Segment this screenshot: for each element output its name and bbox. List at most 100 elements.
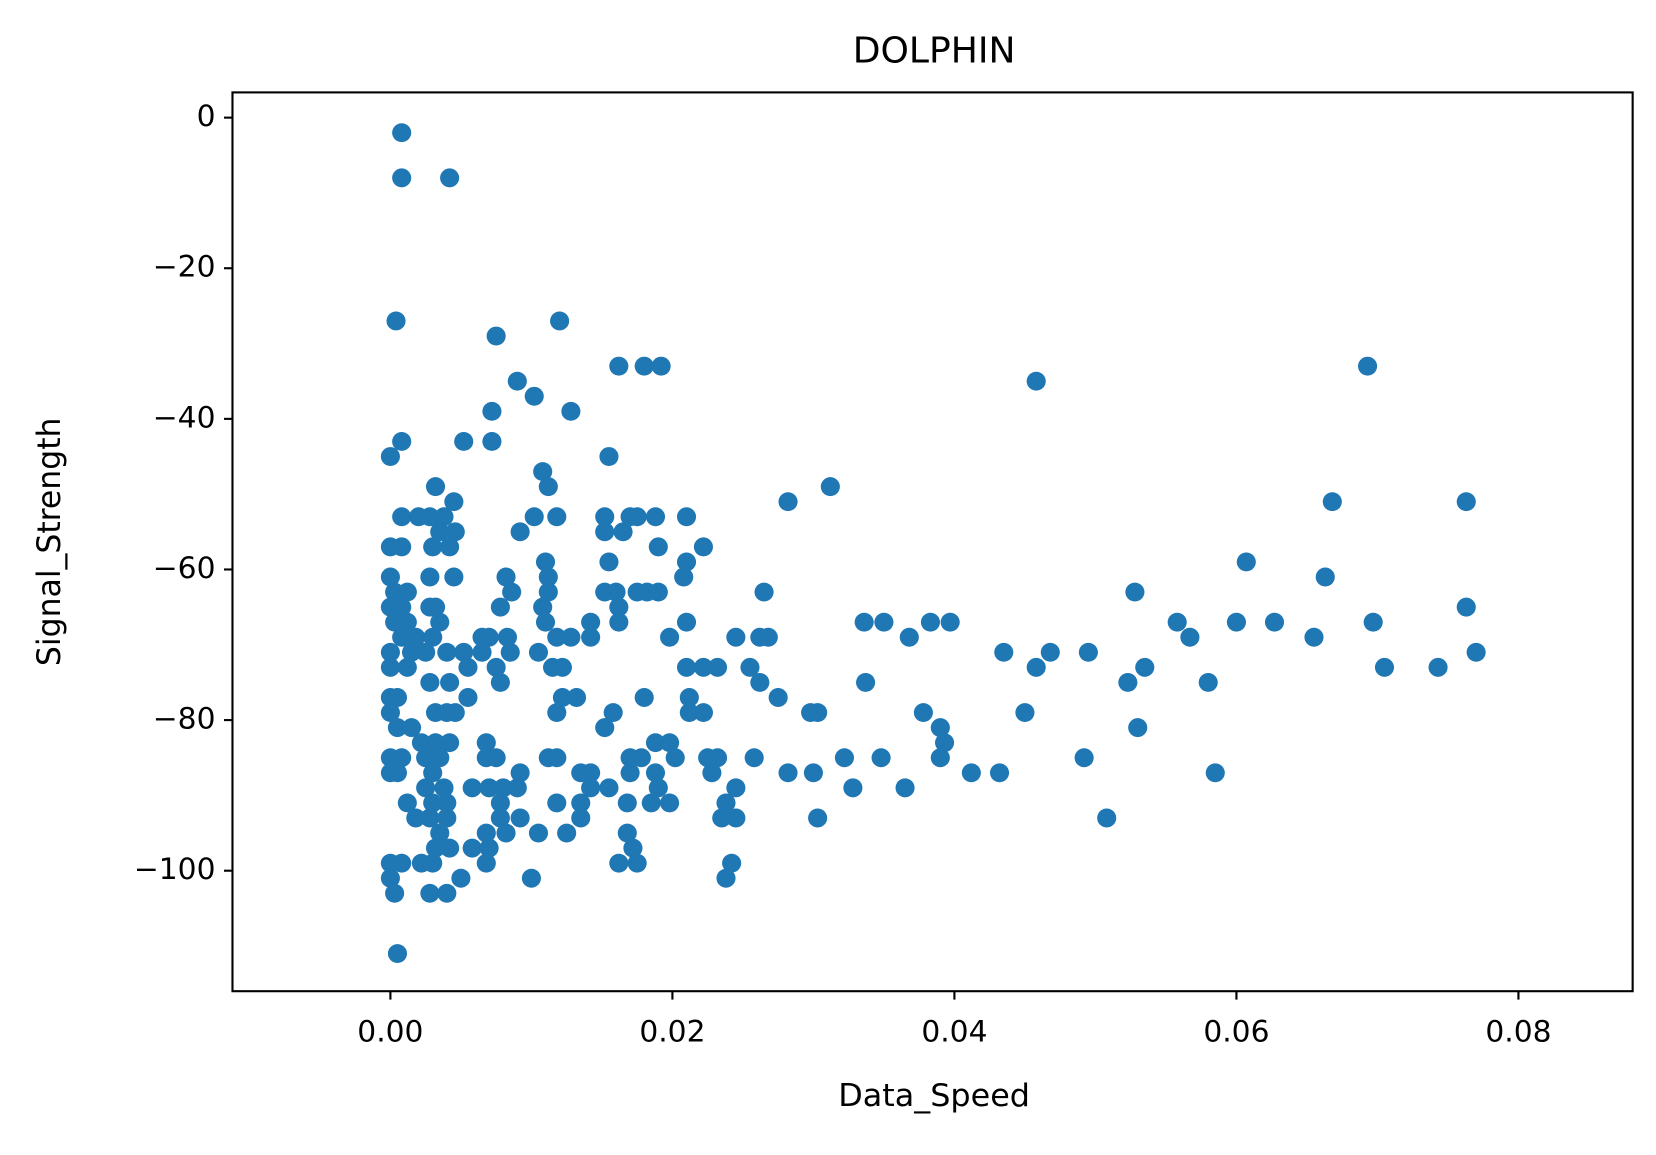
scatter-point — [472, 642, 492, 662]
scatter-point — [1180, 627, 1200, 647]
scatter-point — [380, 447, 400, 466]
scatter-point — [490, 808, 510, 828]
scatter-point — [476, 823, 496, 843]
scatter-point — [1198, 672, 1218, 692]
scatter-point — [620, 763, 640, 783]
scatter-point — [1236, 552, 1256, 572]
scatter-point — [1135, 657, 1155, 677]
scatter-point — [871, 748, 891, 768]
scatter-point — [754, 582, 774, 602]
scatter-point — [420, 507, 440, 527]
plot-area — [380, 123, 1486, 963]
scatter-point — [535, 612, 556, 632]
scatter-point — [380, 868, 400, 888]
scatter-point — [1466, 642, 1486, 662]
scatter-point — [482, 401, 502, 421]
scatter-point — [641, 793, 661, 813]
scatter-point — [645, 507, 666, 527]
scatter-point — [712, 808, 732, 828]
scatter-point — [444, 567, 464, 587]
scatter-point — [660, 733, 680, 753]
scatter-point — [665, 748, 685, 768]
scatter-point — [778, 763, 798, 783]
scatter-point — [420, 672, 440, 692]
scatter-point — [808, 808, 828, 828]
scatter-point — [651, 356, 671, 376]
scatter-point — [609, 853, 629, 873]
scatter-point — [497, 627, 517, 647]
scatter-point — [660, 793, 680, 813]
x-tick-label: 0.00 — [357, 1015, 423, 1049]
scatter-point — [507, 371, 527, 391]
scatter-point — [397, 582, 417, 602]
scatter-point — [397, 612, 417, 632]
scatter-point — [707, 657, 728, 677]
scatter-point — [676, 507, 697, 527]
scatter-point — [1315, 567, 1335, 587]
scatter-point — [445, 522, 465, 542]
scatter-point — [476, 853, 496, 873]
scatter-point — [380, 703, 400, 723]
x-tick-label: 0.06 — [1203, 1015, 1269, 1049]
scatter-point — [571, 793, 591, 813]
scatter-point — [406, 627, 426, 647]
scatter-point — [392, 432, 412, 451]
x-tick-label: 0.08 — [1485, 1015, 1551, 1049]
scatter-point — [595, 718, 615, 738]
y-tick-label: −100 — [134, 852, 216, 886]
scatter-point — [401, 642, 422, 662]
scatter-point — [380, 642, 400, 662]
scatter-point — [458, 657, 478, 677]
scatter-point — [535, 552, 556, 572]
scatter-point — [547, 627, 567, 647]
scatter-point — [768, 688, 788, 707]
scatter-point — [423, 627, 443, 647]
scatter-point — [486, 748, 506, 768]
scatter-point — [440, 733, 460, 753]
scatter-point — [726, 627, 746, 647]
scatter-point — [854, 612, 874, 632]
scatter-point — [571, 808, 591, 828]
scatter-point — [609, 612, 629, 632]
scatter-point — [758, 627, 778, 647]
scatter-point — [406, 808, 426, 828]
scatter-point — [803, 763, 823, 783]
scatter-point — [834, 748, 854, 768]
scatter-point — [750, 672, 770, 692]
scatter-point — [609, 356, 629, 376]
scatter-point — [440, 672, 460, 692]
scatter-point — [1374, 657, 1395, 677]
scatter-point — [679, 703, 699, 723]
scatter-point — [493, 778, 513, 798]
scatter-point — [994, 642, 1014, 662]
scatter-point — [940, 612, 960, 632]
scatter-point — [392, 123, 412, 143]
scatter-point — [430, 612, 450, 632]
scatter-point — [595, 522, 615, 542]
scatter-point — [1167, 612, 1187, 632]
scatter-point — [778, 492, 798, 512]
scatter-point — [420, 883, 440, 903]
scatter-point — [930, 718, 950, 738]
scatter-point — [557, 823, 577, 843]
scatter-point — [899, 627, 919, 647]
scatter-point — [623, 838, 643, 858]
scatter-point — [392, 168, 412, 188]
scatter-point — [726, 778, 746, 798]
scatter-point — [552, 688, 572, 707]
scatter-point — [1078, 642, 1098, 662]
scatter-point — [454, 432, 474, 451]
scatter-point — [679, 688, 699, 707]
scatter-point — [1363, 612, 1383, 632]
scatter-point — [425, 597, 446, 617]
scatter-point — [1358, 356, 1378, 376]
scatter-point — [627, 853, 647, 873]
scatter-point — [490, 793, 510, 813]
scatter-point — [634, 688, 654, 707]
scatter-point — [458, 688, 478, 707]
scatter-point — [702, 763, 722, 783]
scatter-point — [387, 944, 408, 963]
scatter-point — [676, 612, 697, 632]
